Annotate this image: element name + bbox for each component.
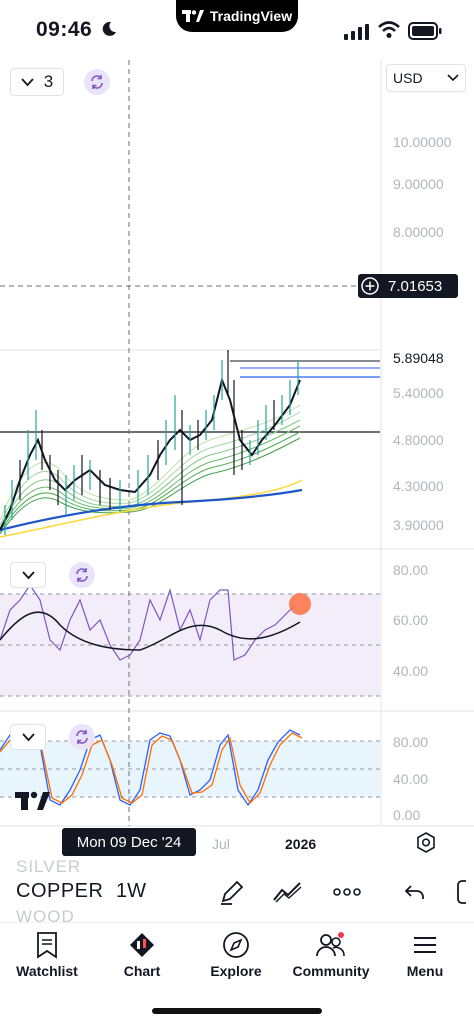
chart-icon bbox=[130, 933, 154, 957]
price-axis-label: 4.30000 bbox=[393, 478, 444, 494]
notification-dot bbox=[338, 932, 344, 938]
price-axis-label: 5.40000 bbox=[393, 385, 444, 401]
refresh-button[interactable] bbox=[84, 69, 110, 95]
compass-icon bbox=[223, 932, 249, 958]
rsi-axis-label: 80.00 bbox=[393, 562, 428, 578]
current-symbol[interactable]: COPPER bbox=[16, 880, 104, 902]
nav-explore-label: Explore bbox=[210, 963, 262, 979]
chevron-down-icon bbox=[21, 77, 34, 86]
crosshair-price-tag[interactable]: 7.01653 bbox=[358, 274, 458, 298]
status-time: 09:46 bbox=[36, 18, 93, 41]
undo-icon[interactable] bbox=[402, 878, 428, 906]
refresh-icon bbox=[76, 730, 88, 744]
currency-label: USD bbox=[393, 70, 423, 86]
rsi-alert-marker[interactable] bbox=[289, 593, 311, 615]
pen-tool-icon[interactable] bbox=[218, 878, 246, 906]
nav-watchlist-label: Watchlist bbox=[16, 963, 78, 979]
wifi-icon bbox=[378, 21, 400, 38]
chevron-down-icon bbox=[447, 74, 459, 82]
ma-ribbon bbox=[0, 404, 301, 535]
crosshair-price-value: 7.01653 bbox=[388, 277, 443, 295]
rsi-line bbox=[0, 583, 296, 661]
stoch-axis-label: 40.00 bbox=[393, 771, 428, 787]
stoch-k-line bbox=[0, 728, 301, 807]
symbol-list-item[interactable]: SILVER bbox=[16, 857, 82, 876]
chart-canvas[interactable]: 10.00000 9.00000 8.00000 5.89048 5.40000… bbox=[0, 60, 474, 860]
interval-selector[interactable]: 1W bbox=[116, 880, 146, 902]
nav-menu[interactable]: Menu bbox=[380, 931, 470, 979]
crosshair-date-tag: Mon 09 Dec '24 bbox=[62, 828, 196, 856]
dynamic-island: TradingView bbox=[176, 0, 298, 32]
stoch-d-line bbox=[0, 731, 303, 805]
nav-watchlist[interactable]: Watchlist bbox=[2, 931, 92, 979]
community-icon bbox=[316, 932, 345, 957]
price-axis-label: 8.00000 bbox=[393, 224, 444, 240]
price-axis-label: 10.00000 bbox=[393, 134, 452, 150]
rsi-refresh-button[interactable] bbox=[69, 562, 95, 588]
currency-selector[interactable]: USD bbox=[386, 64, 466, 92]
price-axis-label: 3.90000 bbox=[393, 517, 444, 533]
stoch-legend-toggle-button[interactable] bbox=[10, 724, 46, 750]
stoch-axis-label: 0.00 bbox=[393, 807, 420, 823]
price-axis-label: 9.00000 bbox=[393, 176, 444, 192]
bottom-navigation: Watchlist Chart Explore Community Menu bbox=[0, 922, 474, 993]
indicator-count: 3 bbox=[43, 72, 54, 91]
blue-ma-line bbox=[0, 488, 303, 532]
chevron-down-icon bbox=[21, 570, 35, 579]
chevron-down-icon bbox=[21, 732, 35, 741]
trend-tool-icon[interactable] bbox=[272, 878, 304, 906]
stoch-axis-label: 80.00 bbox=[393, 734, 428, 750]
moon-icon bbox=[102, 21, 116, 36]
watchlist-icon bbox=[37, 932, 57, 959]
rsi-axis-label: 60.00 bbox=[393, 612, 428, 628]
brand-name: TradingView bbox=[209, 8, 293, 24]
nav-chart[interactable]: Chart bbox=[97, 931, 187, 979]
rsi-ma-line bbox=[0, 611, 301, 651]
home-indicator bbox=[152, 1008, 322, 1014]
nav-explore[interactable]: Explore bbox=[191, 931, 281, 979]
time-axis-label: Jul bbox=[212, 836, 230, 852]
refresh-icon bbox=[76, 568, 88, 582]
time-axis-label: 2026 bbox=[285, 836, 316, 852]
nav-community-label: Community bbox=[292, 963, 370, 979]
symbol-list-item[interactable]: WOOD bbox=[16, 907, 75, 926]
nav-chart-label: Chart bbox=[123, 963, 161, 979]
nav-menu-label: Menu bbox=[406, 963, 444, 979]
last-price-label: 5.89048 bbox=[393, 350, 444, 366]
yellow-ma-line bbox=[0, 479, 303, 538]
plus-circle-icon[interactable] bbox=[360, 276, 380, 296]
rsi-legend-toggle-button[interactable] bbox=[10, 562, 46, 588]
legend-toggle-button[interactable]: 3 bbox=[10, 68, 64, 96]
more-icon[interactable] bbox=[332, 878, 362, 906]
battery-icon bbox=[408, 22, 442, 40]
candles bbox=[4, 350, 299, 535]
fullscreen-icon[interactable] bbox=[456, 878, 474, 906]
tradingview-watermark-icon bbox=[15, 791, 50, 810]
nav-community[interactable]: Community bbox=[286, 931, 376, 979]
menu-icon bbox=[414, 937, 436, 953]
refresh-icon bbox=[91, 75, 103, 89]
chart-settings-icon[interactable] bbox=[414, 830, 438, 856]
tradingview-logo-icon bbox=[181, 10, 204, 22]
signal-icon bbox=[344, 24, 369, 40]
rsi-axis-label: 40.00 bbox=[393, 663, 428, 679]
price-axis-label: 4.80000 bbox=[393, 432, 444, 448]
stoch-refresh-button[interactable] bbox=[69, 724, 95, 750]
